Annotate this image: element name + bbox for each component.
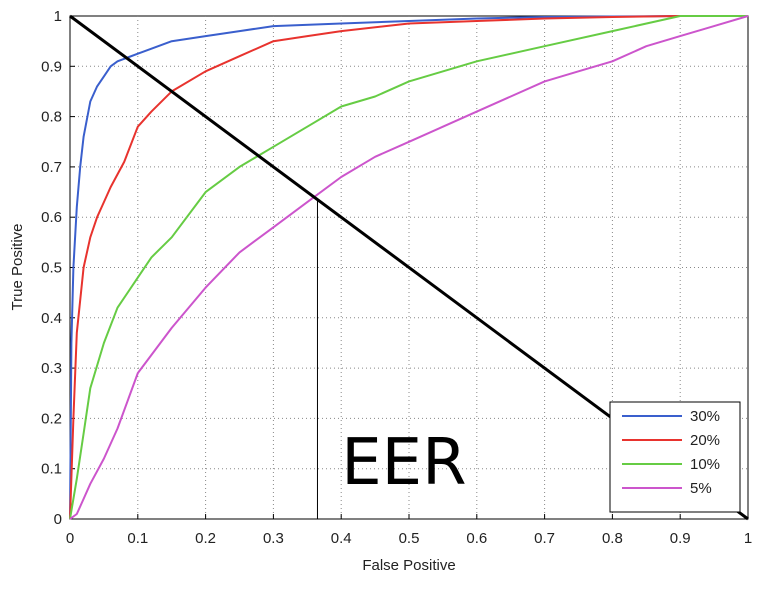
x-tick-label: 0.1 [127,530,148,547]
y-tick-label: 0.4 [41,310,62,327]
legend-label-20pct: 20% [690,432,720,449]
y-tick-label: 0.7 [41,159,62,176]
y-tick-label: 0.3 [41,360,62,377]
y-tick-label: 1 [54,8,62,25]
series-line-10pct [69,15,748,520]
eer-annotation: EER [341,426,466,500]
legend-box [609,401,741,513]
y-tick-label: 0 [54,511,62,528]
x-axis-label: False Positive [362,557,455,574]
series-line-5pct [69,15,749,520]
y-axis-ticks: 0 0.1 0.2 0.3 0.4 0.5 0.6 0.7 0.8 0.9 1 [41,8,75,528]
x-tick-label: 0.6 [466,530,487,547]
x-tick-label: 0.9 [670,530,691,547]
x-tick-label: 0.3 [263,530,284,547]
x-tick-label: 0.7 [534,530,555,547]
y-tick-label: 0.6 [41,209,62,226]
x-tick-label: 1 [744,530,752,547]
legend-label-5pct: 5% [690,480,712,497]
series-line-30pct [69,15,748,520]
x-tick-label: 0.5 [399,530,420,547]
y-axis-label: True Positive [9,224,26,311]
x-tick-label: 0.2 [195,530,216,547]
x-tick-label: 0 [66,530,74,547]
y-tick-label: 0.8 [41,109,62,126]
y-tick-label: 0.1 [41,461,62,478]
legend-label-30pct: 30% [690,408,720,425]
y-tick-label: 0.2 [41,410,62,427]
legend: 30% 20% 10% 5% [609,401,741,513]
x-axis-ticks: 0 0.1 0.2 0.3 0.4 0.5 0.6 0.7 0.8 0.9 1 [66,514,752,547]
y-tick-label: 0.9 [41,58,62,75]
x-tick-label: 0.8 [602,530,623,547]
y-tick-label: 0.5 [41,260,62,277]
x-tick-label: 0.4 [331,530,352,547]
legend-label-10pct: 10% [690,456,720,473]
